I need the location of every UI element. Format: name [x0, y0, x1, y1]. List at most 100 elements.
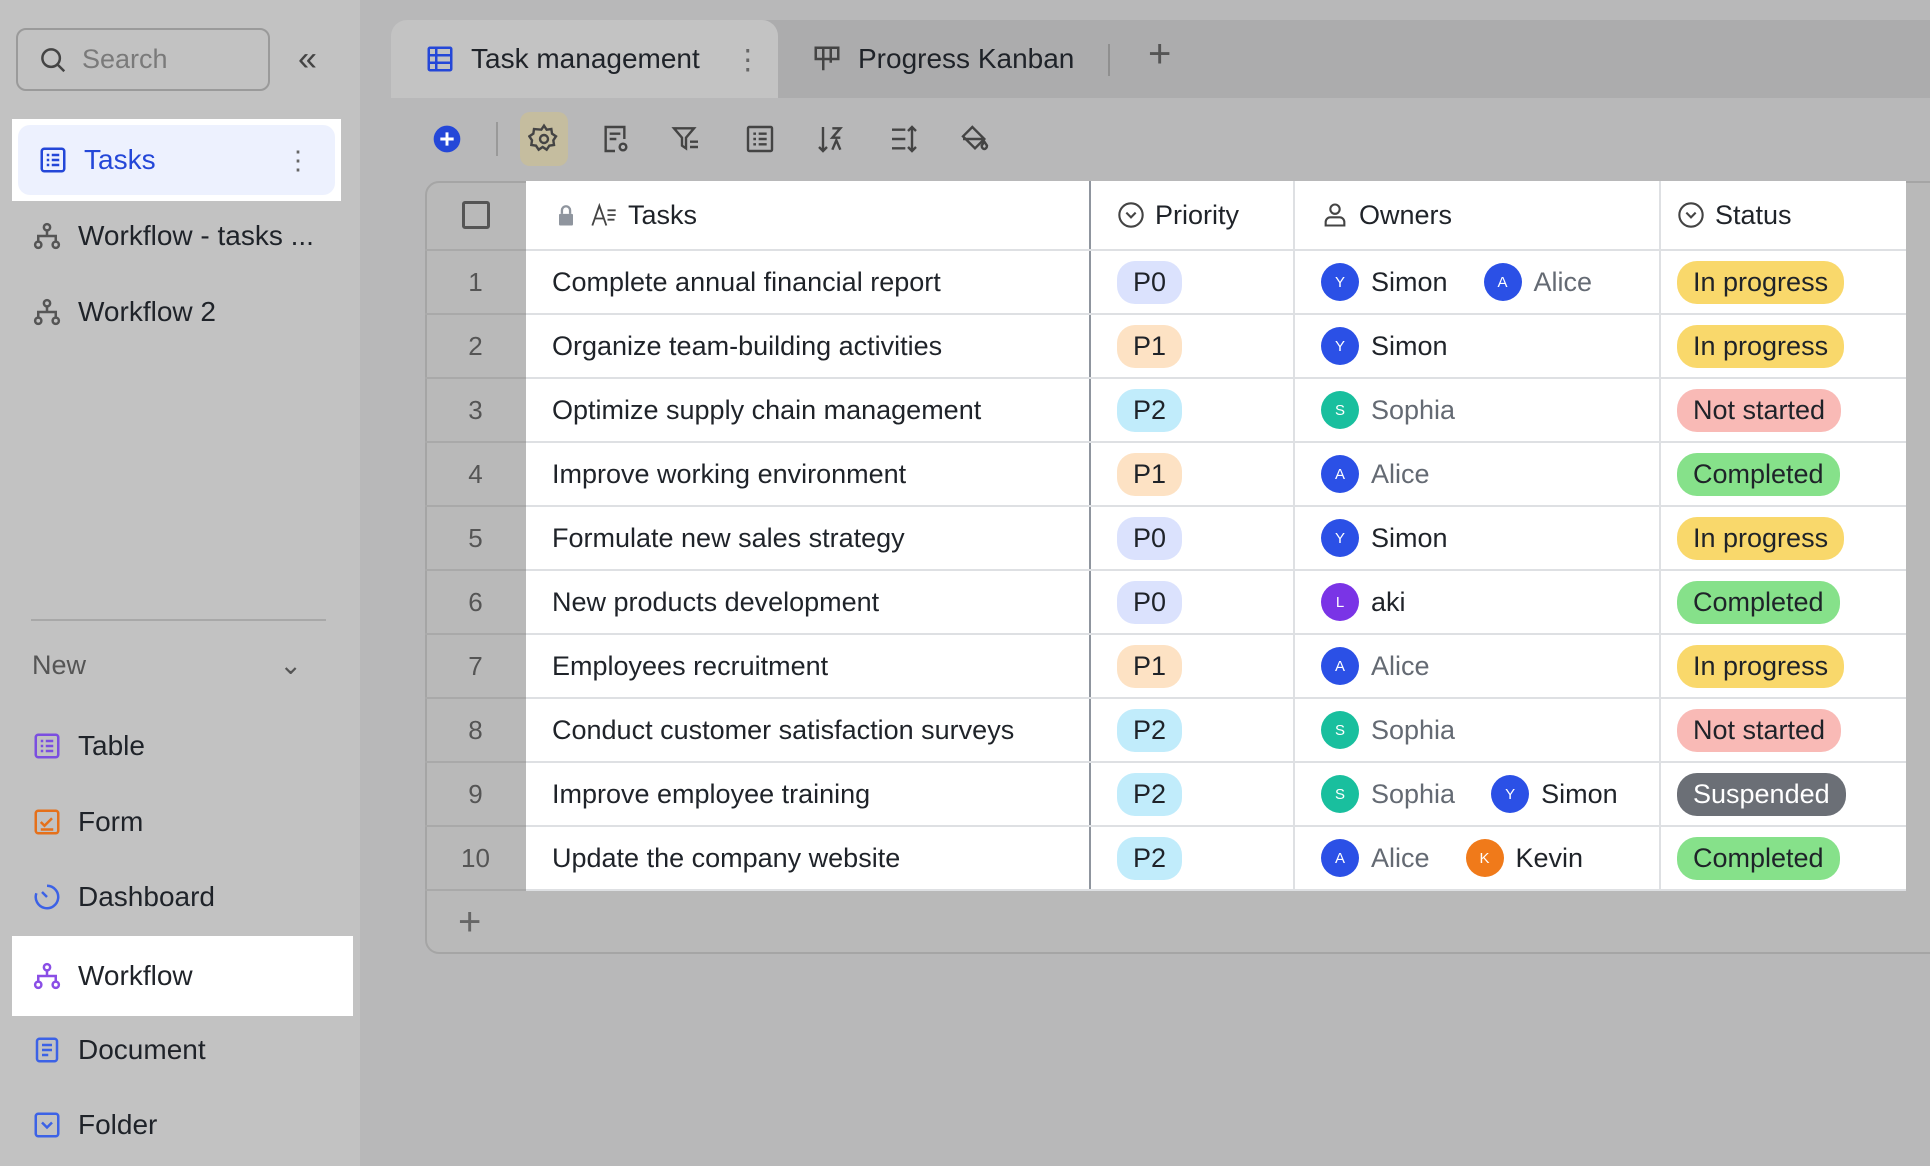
more-icon[interactable]: ⋮	[733, 43, 762, 75]
table-row[interactable]: Update the company website P2 A Alice K Kev…	[526, 827, 1906, 891]
task-cell[interactable]: Optimize supply chain management	[526, 379, 1091, 441]
owner-chip[interactable]: A Alice	[1321, 839, 1430, 877]
priority-cell[interactable]: P0	[1091, 507, 1295, 569]
new-document[interactable]: Document	[12, 1012, 342, 1088]
field-settings-button[interactable]	[592, 116, 638, 162]
priority-cell[interactable]: P1	[1091, 443, 1295, 505]
new-section-toggle[interactable]: New ⌄	[32, 650, 302, 681]
owner-chip[interactable]: Y Simon	[1321, 327, 1448, 365]
sort-button[interactable]	[808, 116, 854, 162]
sidebar-item-tasks[interactable]: Tasks ⋮	[12, 119, 341, 201]
owners-cell[interactable]: A Alice K Kevin	[1295, 827, 1661, 889]
task-cell[interactable]: Employees recruitment	[526, 635, 1091, 697]
owner-chip[interactable]: A Alice	[1483, 263, 1592, 301]
owners-cell[interactable]: S Sophia	[1295, 699, 1661, 761]
owner-chip[interactable]: Y Simon	[1321, 519, 1448, 557]
select-all-checkbox[interactable]	[461, 201, 490, 229]
collapse-sidebar-icon[interactable]: «	[298, 40, 317, 78]
priority-cell[interactable]: P2	[1091, 827, 1295, 889]
tab-task-management[interactable]: Task management ⋮	[391, 20, 778, 98]
owners-cell[interactable]: S Sophia Y Simon	[1295, 763, 1661, 825]
table-row[interactable]: Conduct customer satisfaction surveys P2…	[526, 699, 1906, 763]
owner-chip[interactable]: K Kevin	[1465, 839, 1583, 877]
task-cell[interactable]: Formulate new sales strategy	[526, 507, 1091, 569]
table-row[interactable]: Employees recruitment P1 A Alice In progr…	[526, 635, 1906, 699]
owners-cell[interactable]: A Alice	[1295, 443, 1661, 505]
table-row[interactable]: Complete annual financial report P0 Y Sim…	[526, 251, 1906, 315]
add-row-button[interactable]: +	[458, 900, 482, 944]
task-cell[interactable]: Improve working environment	[526, 443, 1091, 505]
tab-progress-kanban[interactable]: Progress Kanban	[812, 20, 1074, 98]
status-cell[interactable]: Not started	[1661, 379, 1906, 441]
owner-chip[interactable]: Y Simon	[1491, 775, 1618, 813]
owner-chip[interactable]: A Alice	[1321, 647, 1430, 685]
column-header-owners[interactable]: Owners	[1295, 181, 1661, 249]
status-cell[interactable]: Completed	[1661, 571, 1906, 633]
status-cell[interactable]: In progress	[1661, 315, 1906, 377]
fill-color-button[interactable]	[952, 116, 998, 162]
task-cell[interactable]: Conduct customer satisfaction surveys	[526, 699, 1091, 761]
priority-cell[interactable]: P0	[1091, 251, 1295, 313]
task-cell[interactable]: Improve employee training	[526, 763, 1091, 825]
table-row[interactable]: Organize team-building activities P1 Y Si…	[526, 315, 1906, 379]
table-row[interactable]: Improve employee training P2 S Sophia Y Sim…	[526, 763, 1906, 827]
status-cell[interactable]: Completed	[1661, 827, 1906, 889]
sidebar-item-workflow-2[interactable]: Workflow 2	[12, 274, 342, 350]
owner-chip[interactable]: A Alice	[1321, 455, 1430, 493]
new-form[interactable]: Form	[12, 784, 342, 860]
row-height-button[interactable]	[881, 116, 927, 162]
status-cell[interactable]: Completed	[1661, 443, 1906, 505]
column-header-status[interactable]: Status	[1661, 181, 1906, 249]
priority-cell[interactable]: P0	[1091, 571, 1295, 633]
task-cell[interactable]: Update the company website	[526, 827, 1091, 889]
table-row[interactable]: Optimize supply chain management P2 S Sop…	[526, 379, 1906, 443]
add-view-button[interactable]: +	[1148, 32, 1172, 76]
owners-cell[interactable]: Y Simon	[1295, 507, 1661, 569]
owner-chip[interactable]: S Sophia	[1321, 391, 1455, 429]
new-table[interactable]: Table	[12, 708, 342, 784]
status-badge: Not started	[1677, 388, 1842, 432]
owners-cell[interactable]: Y Simon A Alice	[1295, 251, 1661, 313]
settings-button[interactable]	[520, 112, 568, 166]
priority-cell[interactable]: P1	[1091, 635, 1295, 697]
owner-chip[interactable]: Y Simon	[1321, 263, 1448, 301]
owners-cell[interactable]: A Alice	[1295, 635, 1661, 697]
filter-button[interactable]	[663, 116, 709, 162]
search-input[interactable]: Search	[16, 28, 270, 91]
owners-cell[interactable]: S Sophia	[1295, 379, 1661, 441]
owner-chip[interactable]: S Sophia	[1321, 775, 1455, 813]
status-cell[interactable]: In progress	[1661, 635, 1906, 697]
owners-cell[interactable]: Y Simon	[1295, 315, 1661, 377]
add-record-button[interactable]	[424, 116, 470, 162]
table-row[interactable]: Formulate new sales strategy P0 Y Simon I…	[526, 507, 1906, 571]
form-icon	[34, 809, 60, 835]
more-icon[interactable]: ⋮	[285, 144, 311, 175]
new-workflow[interactable]: Workflow	[12, 936, 353, 1016]
priority-cell[interactable]: P1	[1091, 315, 1295, 377]
task-cell[interactable]: New products development	[526, 571, 1091, 633]
new-item-label: Document	[78, 1034, 206, 1065]
priority-cell[interactable]: P2	[1091, 763, 1295, 825]
group-button[interactable]	[737, 116, 783, 162]
status-cell[interactable]: Not started	[1661, 699, 1906, 761]
priority-cell[interactable]: P2	[1091, 699, 1295, 761]
task-cell[interactable]: Organize team-building activities	[526, 315, 1091, 377]
status-cell[interactable]: Suspended	[1661, 763, 1906, 825]
table-row[interactable]: Improve working environment P1 A Alice Co…	[526, 443, 1906, 507]
owner-chip[interactable]: S Sophia	[1321, 711, 1455, 749]
new-dashboard[interactable]: Dashboard	[12, 859, 342, 935]
sidebar-item-workflow-tasks[interactable]: Workflow - tasks ...	[12, 198, 342, 274]
column-header-priority[interactable]: Priority	[1091, 181, 1295, 249]
new-item-label: Dashboard	[78, 881, 215, 912]
priority-cell[interactable]: P2	[1091, 379, 1295, 441]
status-cell[interactable]: In progress	[1661, 507, 1906, 569]
column-header-tasks[interactable]: Tasks	[526, 181, 1091, 249]
new-folder[interactable]: Folder	[12, 1087, 342, 1163]
task-cell[interactable]: Complete annual financial report	[526, 251, 1091, 313]
new-item-label: Workflow	[78, 960, 193, 991]
status-cell[interactable]: In progress	[1661, 251, 1906, 313]
avatar: A	[1321, 647, 1359, 685]
